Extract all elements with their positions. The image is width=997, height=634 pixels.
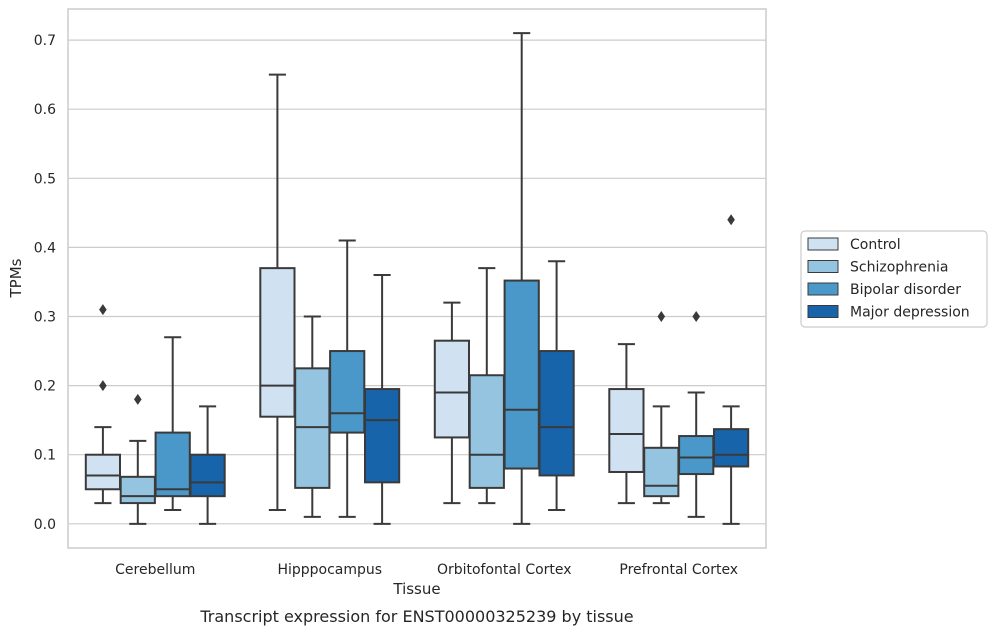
box-body — [643, 446, 680, 498]
legend-label: Schizophrenia — [850, 260, 948, 276]
box — [643, 311, 680, 505]
x-axis-label: Tissue — [392, 580, 440, 598]
box — [363, 274, 401, 525]
box — [329, 239, 366, 518]
box-body — [363, 388, 401, 484]
box-body — [712, 428, 750, 468]
series-major-depression — [189, 214, 750, 525]
plot-area — [67, 8, 767, 549]
legend-label: Control — [850, 237, 901, 253]
box-body — [189, 453, 226, 498]
box-body — [468, 374, 505, 489]
x-tick-label: Orbitofontal Cortex — [437, 562, 572, 578]
box — [84, 304, 122, 505]
box — [608, 343, 645, 505]
box-body — [294, 367, 331, 489]
box — [259, 73, 296, 511]
series-schizophrenia — [119, 267, 680, 525]
y-tick-label: 0.0 — [34, 517, 56, 533]
legend-swatch — [807, 282, 839, 296]
y-tick-label: 0.6 — [34, 102, 56, 118]
y-tick-label: 0.7 — [34, 33, 56, 49]
chart-caption: Transcript expression for ENST0000032523… — [199, 607, 633, 626]
legend-item: Control — [807, 237, 901, 253]
outlier-point — [657, 311, 666, 323]
legend-item: Schizophrenia — [807, 260, 948, 276]
legend-label: Major depression — [850, 305, 970, 321]
legend: Control Schizophrenia Bipolar disorder Majo… — [800, 230, 988, 328]
x-tick-label: Cerebellum — [115, 562, 195, 578]
outlier-point — [134, 393, 142, 405]
box-body — [503, 279, 540, 470]
series-bipolar-disorder — [154, 32, 715, 525]
outlier-point — [692, 311, 700, 323]
y-axis-ticks: 0.0 0.1 0.2 0.3 0.4 0.5 0.6 0.7 — [34, 33, 56, 533]
y-tick-label: 0.3 — [34, 310, 56, 326]
box — [189, 405, 226, 525]
box-body — [608, 388, 645, 473]
x-axis-ticks: Cerebellum Hipppocampus Orbitofontal Corte… — [115, 562, 738, 578]
box-body — [84, 453, 122, 491]
y-tick-label: 0.2 — [34, 379, 56, 395]
x-tick-label: Hipppocampus — [277, 562, 382, 578]
x-tick-label: Prefrontal Cortex — [619, 562, 738, 578]
box — [119, 393, 156, 525]
box-series — [84, 32, 750, 525]
box — [678, 311, 715, 518]
y-tick-label: 0.4 — [34, 240, 56, 256]
y-tick-label: 0.1 — [34, 448, 56, 464]
y-tick-label: 0.5 — [34, 171, 56, 187]
legend-swatch — [807, 237, 839, 251]
box-body — [329, 350, 366, 434]
box — [538, 260, 575, 511]
box — [433, 301, 471, 505]
legend-swatch — [807, 305, 839, 318]
outlier-point — [99, 380, 107, 392]
box — [712, 214, 750, 525]
box-body — [538, 350, 575, 477]
box — [503, 32, 540, 525]
box — [294, 315, 331, 518]
box-body — [433, 339, 471, 439]
outlier-point — [99, 304, 107, 316]
outlier-point — [727, 214, 735, 226]
legend-label: Bipolar disorder — [850, 282, 961, 298]
box — [468, 267, 505, 505]
legend-item: Bipolar disorder — [807, 282, 961, 298]
box-body — [678, 435, 715, 476]
legend-swatch — [807, 260, 839, 273]
y-axis-label: TPMs — [7, 258, 25, 298]
legend-item: Major depression — [807, 305, 970, 321]
box-body — [154, 431, 191, 498]
legend-frame — [800, 230, 988, 328]
box-body — [259, 267, 296, 418]
box — [154, 336, 191, 511]
box-body — [119, 475, 156, 505]
